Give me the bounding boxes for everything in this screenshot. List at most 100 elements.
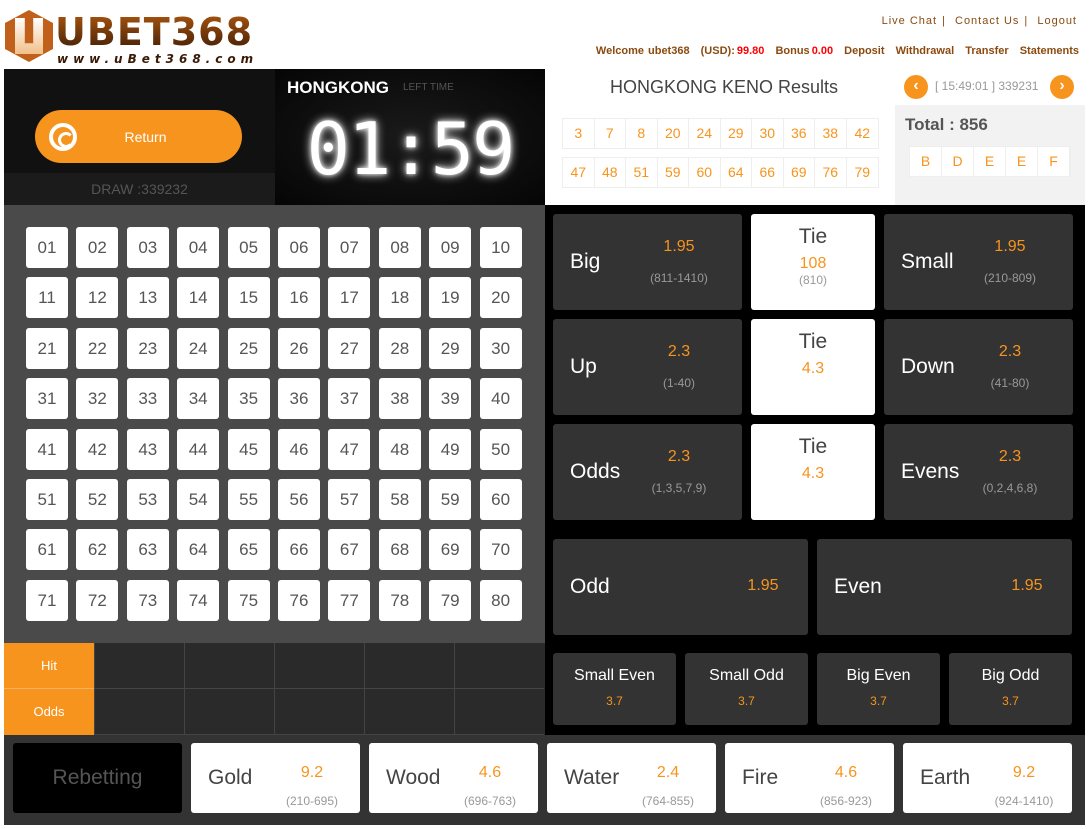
bet-tie[interactable]: Tie 4.3	[751, 424, 875, 520]
statements-link[interactable]: Statements	[1019, 45, 1079, 57]
number-cell[interactable]: 67	[328, 529, 371, 571]
number-cell[interactable]: 54	[177, 479, 220, 520]
number-cell[interactable]: 78	[378, 579, 421, 621]
number-cell[interactable]: 23	[126, 327, 169, 369]
bet-big-even[interactable]: Big Even 3.7	[817, 653, 940, 725]
bet-even[interactable]: Even 1.95	[817, 539, 1072, 635]
number-cell[interactable]: 46	[278, 428, 320, 470]
number-cell[interactable]: 69	[429, 529, 472, 571]
number-cell[interactable]: 08	[378, 227, 421, 268]
number-cell[interactable]: 32	[76, 378, 119, 420]
number-cell[interactable]: 57	[328, 479, 371, 520]
number-cell[interactable]: 24	[177, 327, 220, 369]
number-cell[interactable]: 06	[278, 227, 320, 268]
number-cell[interactable]: 65	[227, 529, 270, 571]
number-cell[interactable]: 80	[479, 579, 522, 621]
number-cell[interactable]: 58	[378, 479, 421, 520]
live-chat-link[interactable]: Live Chat	[881, 15, 938, 27]
number-cell[interactable]: 38	[378, 378, 421, 420]
withdrawal-link[interactable]: Withdrawal	[895, 45, 955, 57]
bet-down[interactable]: Down 2.3 (41-80)	[884, 319, 1073, 415]
bet-tie[interactable]: Tie 108 (810)	[751, 214, 875, 310]
number-cell[interactable]: 28	[378, 327, 421, 369]
number-cell[interactable]: 48	[378, 428, 421, 470]
number-cell[interactable]: 43	[126, 428, 169, 470]
number-cell[interactable]: 33	[126, 378, 169, 420]
number-cell[interactable]: 09	[429, 227, 472, 268]
number-cell[interactable]: 40	[479, 378, 522, 420]
bet-odds[interactable]: Odds 2.3 (1,3,5,7,9)	[553, 424, 742, 520]
bet-up[interactable]: Up 2.3 (1-40)	[553, 319, 742, 415]
number-cell[interactable]: 56	[278, 479, 320, 520]
rebetting-button[interactable]: Rebetting	[13, 743, 182, 813]
bet-evens[interactable]: Evens 2.3 (0,2,4,6,8)	[884, 424, 1073, 520]
previous-draw-icon[interactable]: ‹	[904, 75, 928, 99]
number-cell[interactable]: 62	[76, 529, 119, 571]
number-cell[interactable]: 42	[76, 428, 119, 470]
number-cell[interactable]: 05	[227, 227, 270, 268]
number-cell[interactable]: 18	[378, 277, 421, 319]
number-cell[interactable]: 70	[479, 529, 522, 571]
number-cell[interactable]: 02	[76, 227, 119, 268]
number-cell[interactable]: 55	[227, 479, 270, 520]
bet-fire[interactable]: Fire 4.6 (856-923)	[725, 743, 894, 813]
number-cell[interactable]: 63	[126, 529, 169, 571]
number-cell[interactable]: 20	[479, 277, 522, 319]
number-cell[interactable]: 39	[429, 378, 472, 420]
number-cell[interactable]: 49	[429, 428, 472, 470]
number-cell[interactable]: 60	[479, 479, 522, 520]
number-cell[interactable]: 04	[177, 227, 220, 268]
number-cell[interactable]: 74	[177, 579, 220, 621]
bet-water[interactable]: Water 2.4 (764-855)	[547, 743, 716, 813]
deposit-link[interactable]: Deposit	[844, 45, 885, 57]
number-cell[interactable]: 50	[479, 428, 522, 470]
number-cell[interactable]: 76	[278, 579, 320, 621]
bet-small-even[interactable]: Small Even 3.7	[553, 653, 676, 725]
number-cell[interactable]: 36	[278, 378, 320, 420]
number-cell[interactable]: 71	[26, 579, 68, 621]
number-cell[interactable]: 11	[26, 277, 68, 319]
next-draw-icon[interactable]: ›	[1050, 75, 1074, 99]
number-cell[interactable]: 51	[26, 479, 68, 520]
number-cell[interactable]: 37	[328, 378, 371, 420]
bet-odd[interactable]: Odd 1.95	[553, 539, 808, 635]
number-cell[interactable]: 14	[177, 277, 220, 319]
number-cell[interactable]: 12	[76, 277, 119, 319]
number-cell[interactable]: 15	[227, 277, 270, 319]
number-cell[interactable]: 52	[76, 479, 119, 520]
number-cell[interactable]: 16	[278, 277, 320, 319]
number-cell[interactable]: 73	[126, 579, 169, 621]
bet-earth[interactable]: Earth 9.2 (924-1410)	[903, 743, 1072, 813]
number-cell[interactable]: 34	[177, 378, 220, 420]
bet-big[interactable]: Big 1.95 (811-1410)	[553, 214, 742, 310]
transfer-link[interactable]: Transfer	[965, 45, 1009, 57]
contact-us-link[interactable]: Contact Us	[955, 15, 1020, 27]
bet-big-odd[interactable]: Big Odd 3.7	[949, 653, 1072, 725]
number-cell[interactable]: 64	[177, 529, 220, 571]
number-cell[interactable]: 59	[429, 479, 472, 520]
bet-small-odd[interactable]: Small Odd 3.7	[685, 653, 808, 725]
bet-small[interactable]: Small 1.95 (210-809)	[884, 214, 1073, 310]
bet-gold[interactable]: Gold 9.2 (210-695)	[191, 743, 360, 813]
number-cell[interactable]: 44	[177, 428, 220, 470]
number-cell[interactable]: 13	[126, 277, 169, 319]
number-cell[interactable]: 47	[328, 428, 371, 470]
number-cell[interactable]: 35	[227, 378, 270, 420]
number-cell[interactable]: 03	[126, 227, 169, 268]
number-cell[interactable]: 07	[328, 227, 371, 268]
number-cell[interactable]: 41	[26, 428, 68, 470]
number-cell[interactable]: 72	[76, 579, 119, 621]
number-cell[interactable]: 79	[429, 579, 472, 621]
number-cell[interactable]: 01	[26, 227, 68, 268]
number-cell[interactable]: 29	[429, 327, 472, 369]
number-cell[interactable]: 21	[26, 327, 68, 369]
number-cell[interactable]: 68	[378, 529, 421, 571]
number-cell[interactable]: 77	[328, 579, 371, 621]
number-cell[interactable]: 10	[479, 227, 522, 268]
number-cell[interactable]: 53	[126, 479, 169, 520]
number-cell[interactable]: 31	[26, 378, 68, 420]
return-button[interactable]: Return	[35, 110, 242, 163]
number-cell[interactable]: 27	[328, 327, 371, 369]
number-cell[interactable]: 17	[328, 277, 371, 319]
number-cell[interactable]: 61	[26, 529, 68, 571]
